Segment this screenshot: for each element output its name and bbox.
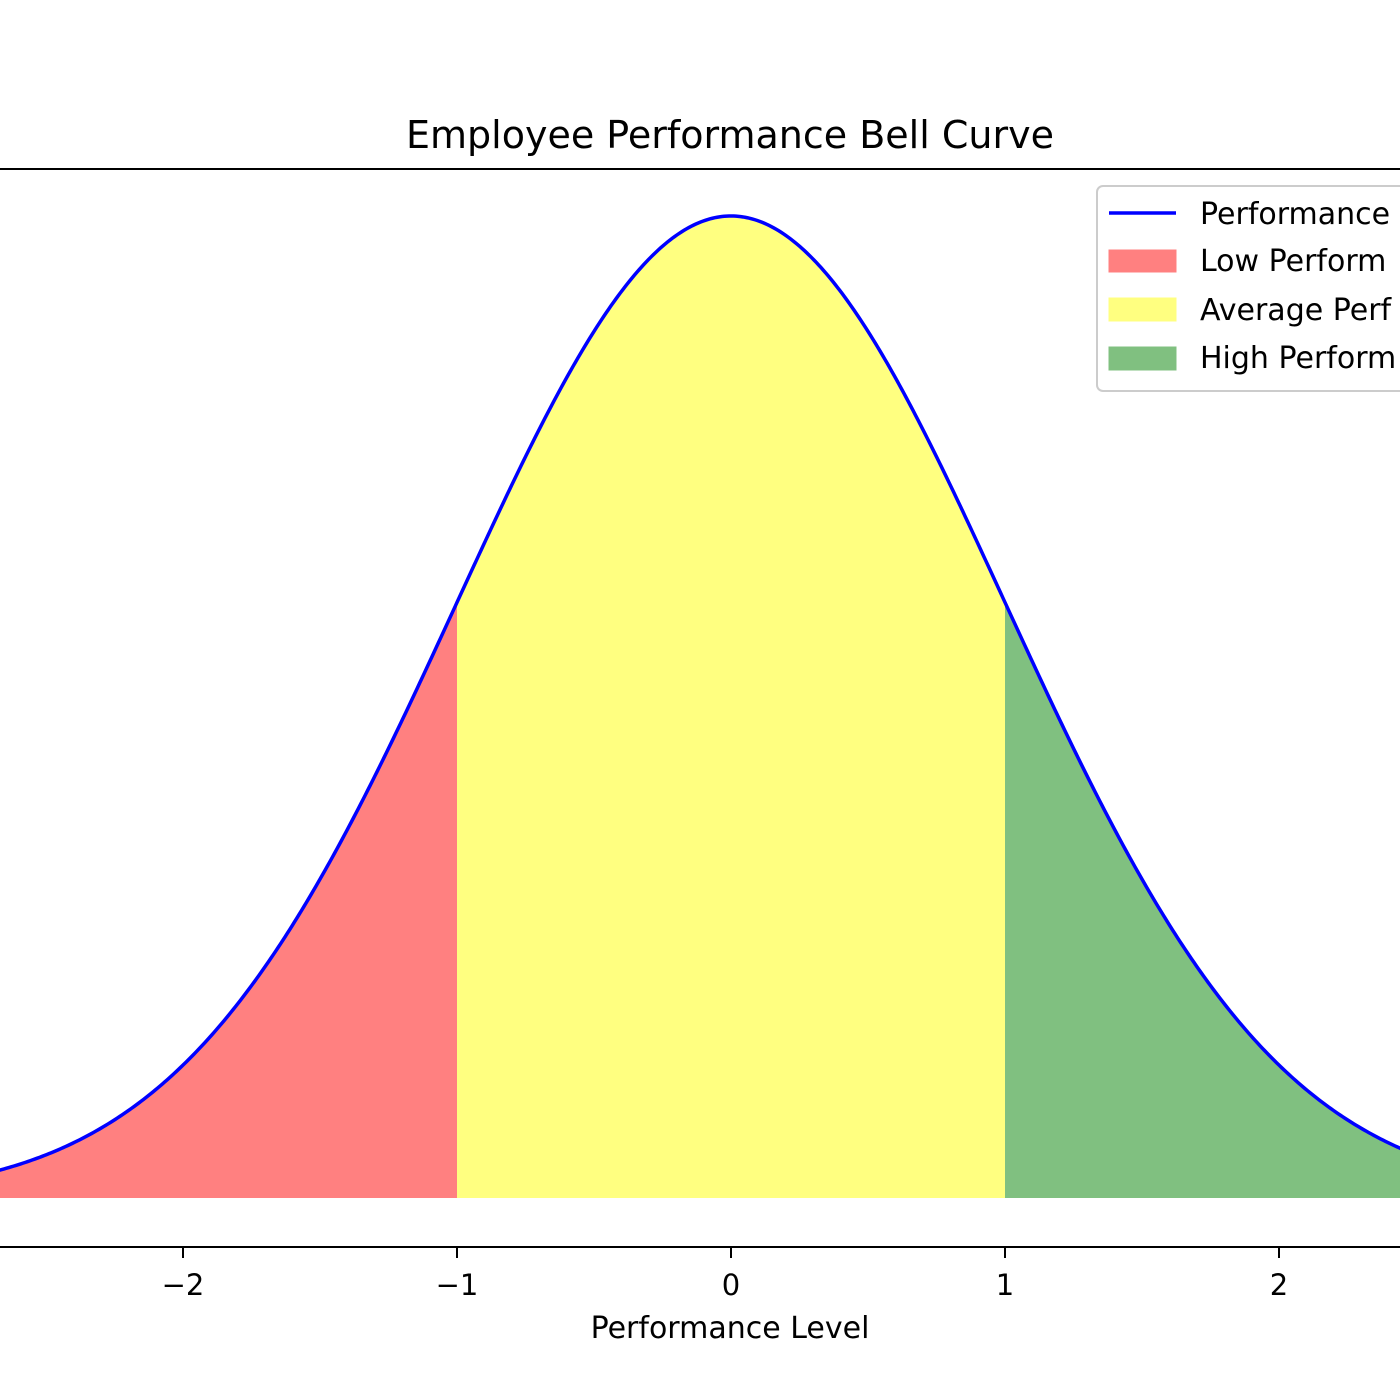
x-axis-label: Performance Level <box>591 1311 870 1346</box>
x-tick-label: −2 <box>162 1268 205 1302</box>
legend-swatch-low <box>1108 249 1177 273</box>
performance-regions <box>0 216 1400 1198</box>
legend-label-low: Low Perform <box>1200 244 1386 279</box>
legend-label-average: Average Perf <box>1200 293 1393 328</box>
legend: Performance Low Perform Average Perf Hig… <box>1096 185 1400 392</box>
x-tick-label: 1 <box>996 1268 1014 1302</box>
region-low-performance <box>0 602 457 1198</box>
legend-swatch-high <box>1108 346 1177 371</box>
x-axis-ticks: −2 −1 0 1 2 <box>162 1247 1288 1302</box>
chart-title: Employee Performance Bell Curve <box>406 113 1054 157</box>
region-high-performance <box>1005 602 1400 1198</box>
legend-swatch-average <box>1108 297 1177 322</box>
legend-frame <box>1096 185 1400 392</box>
region-average-performance <box>457 216 1005 1198</box>
x-tick-label: −1 <box>436 1268 479 1302</box>
x-tick-label: 2 <box>1270 1268 1288 1302</box>
x-tick-label: 0 <box>722 1268 740 1302</box>
performance-curve <box>0 214 1400 1172</box>
legend-label-high: High Perform <box>1200 341 1396 376</box>
legend-label-performance: Performance <box>1200 197 1390 232</box>
